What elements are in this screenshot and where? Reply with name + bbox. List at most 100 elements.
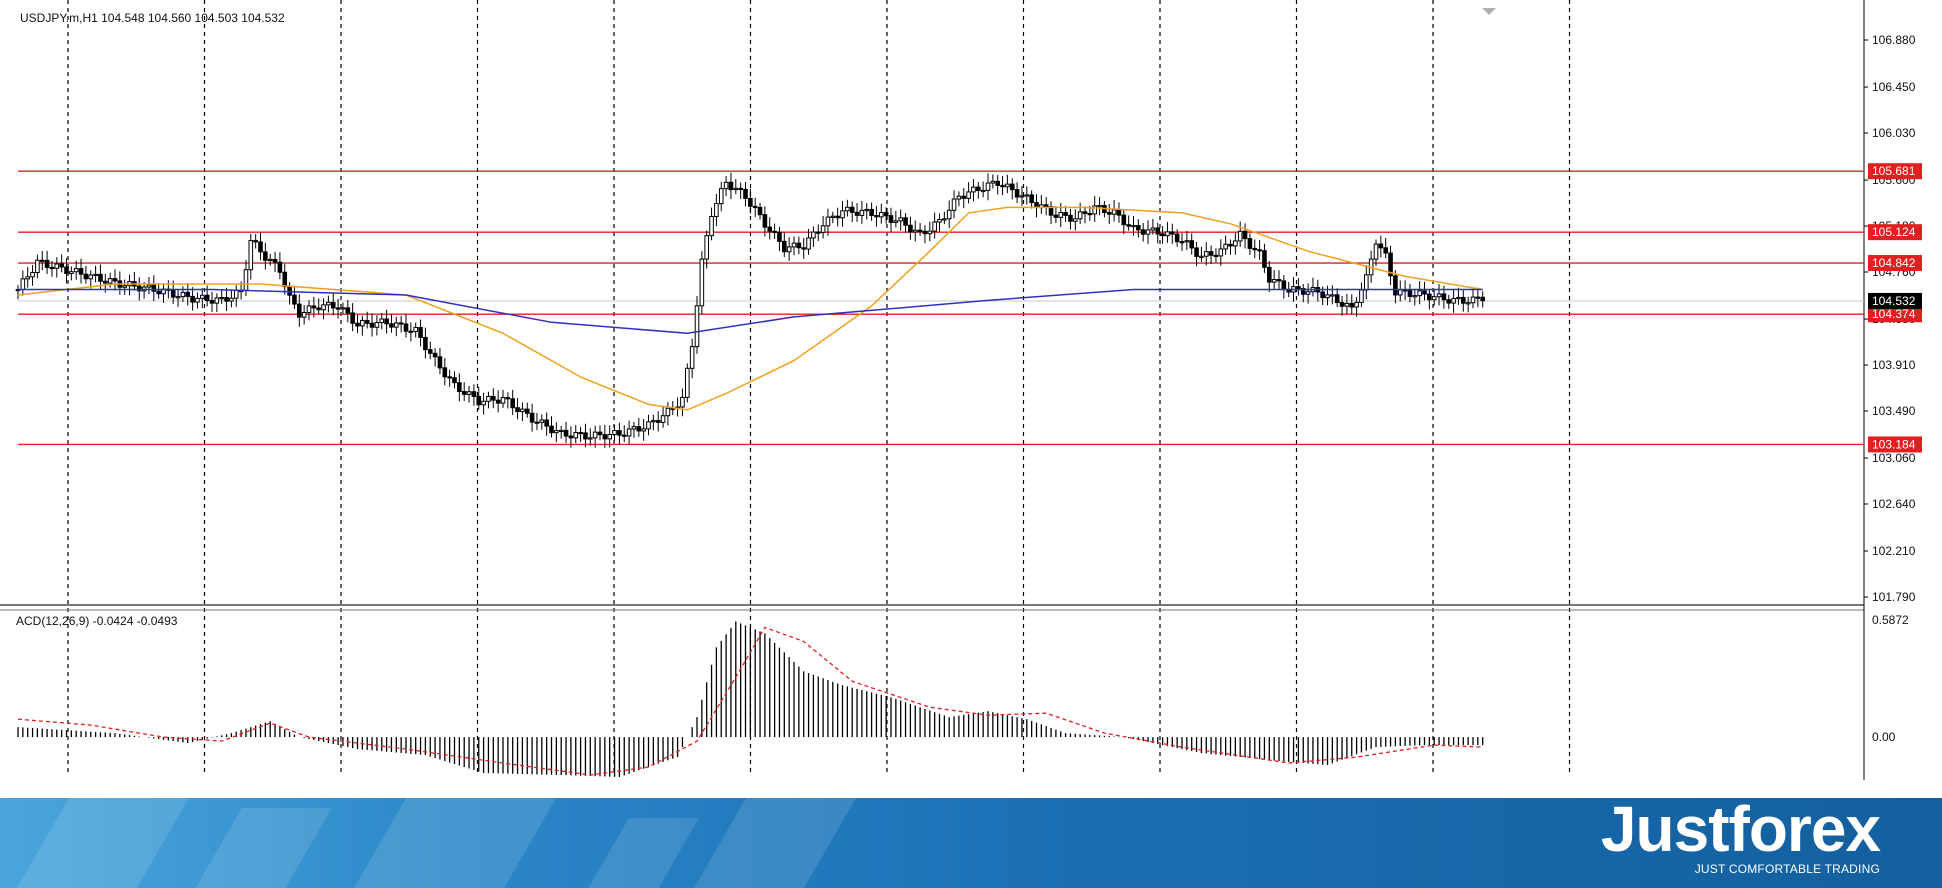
- candle-body: [64, 266, 69, 274]
- candle-body: [529, 412, 535, 423]
- shift-marker-icon[interactable]: [1482, 8, 1496, 15]
- candle-body: [190, 295, 195, 303]
- candle-body: [180, 291, 186, 298]
- candle-body: [505, 397, 511, 400]
- candle-body: [626, 428, 632, 437]
- candle-body: [859, 209, 865, 216]
- candle-body: [1024, 194, 1030, 197]
- candle-body: [704, 235, 710, 260]
- level-tag-label: 105.681: [1872, 164, 1916, 178]
- candle-body: [520, 408, 525, 413]
- candle-body: [1223, 243, 1228, 250]
- candle-body: [864, 208, 870, 212]
- candle-body: [1213, 254, 1219, 258]
- candle-body: [680, 396, 685, 408]
- candle-body: [408, 330, 414, 333]
- candle-body: [360, 319, 365, 327]
- candle-body: [922, 230, 928, 235]
- candle-body: [1339, 302, 1345, 307]
- candle-body: [641, 428, 646, 432]
- candle-body: [1228, 243, 1233, 247]
- candle-body: [1252, 247, 1258, 251]
- candle-body: [825, 216, 831, 227]
- candle-body: [136, 285, 142, 292]
- candle-body: [573, 432, 579, 439]
- candle-body: [1145, 229, 1151, 235]
- candle-body: [1014, 189, 1020, 198]
- level-tag: [1868, 163, 1922, 180]
- candle-body: [1407, 289, 1413, 297]
- candle-body: [1436, 293, 1442, 298]
- candle-body: [1451, 297, 1456, 304]
- candle-body: [806, 237, 811, 250]
- candle-body: [471, 391, 477, 397]
- candle-body: [1218, 248, 1224, 257]
- candle-body: [515, 407, 520, 413]
- candle-body: [1005, 183, 1010, 188]
- candle-body: [811, 231, 816, 239]
- candle-body: [427, 349, 433, 354]
- candle-body: [321, 304, 326, 311]
- vertical-grid: [0, 0, 1865, 780]
- axis-tick-label: 106.880: [1872, 33, 1916, 47]
- macd-pane: [17, 621, 1484, 777]
- candle-body: [25, 276, 30, 280]
- candle-body: [772, 230, 777, 234]
- candle-body: [767, 226, 773, 232]
- candle-body: [655, 420, 661, 423]
- candle-body: [796, 242, 802, 249]
- candle-body: [782, 240, 787, 253]
- candle-body: [777, 231, 782, 242]
- candle-body: [1378, 243, 1384, 249]
- candle-body: [554, 430, 559, 434]
- candle-body: [437, 356, 443, 369]
- candle-body: [297, 303, 302, 318]
- candle-body: [306, 305, 312, 314]
- candle-body: [1150, 227, 1156, 231]
- candle-body: [980, 189, 986, 193]
- candle-body: [534, 421, 540, 424]
- candle-body: [1092, 205, 1098, 215]
- candle-body: [738, 187, 743, 191]
- candle-body: [665, 407, 671, 417]
- candle-body: [364, 319, 370, 324]
- candle-body: [951, 198, 957, 211]
- candle-body: [612, 430, 617, 435]
- candle-body: [689, 346, 695, 369]
- candle-body: [1475, 296, 1481, 299]
- macd-signal-line: [17, 626, 1483, 776]
- candle-body: [588, 437, 593, 440]
- candle-body: [1300, 288, 1306, 295]
- candle-body: [791, 242, 797, 248]
- axis-tick-label: 102.210: [1872, 544, 1916, 558]
- candle-body: [1194, 247, 1199, 257]
- candle-body: [801, 247, 807, 250]
- candle-body: [651, 420, 656, 423]
- candle-body: [835, 215, 840, 219]
- candle-body: [1480, 296, 1486, 302]
- candle-body: [1237, 230, 1243, 242]
- candle-body: [1325, 294, 1330, 299]
- level-tag-label: 104.374: [1872, 307, 1916, 321]
- candle-body: [1189, 240, 1195, 249]
- candle-body: [350, 312, 355, 324]
- candle-body: [1427, 293, 1432, 301]
- candle-body: [170, 289, 176, 298]
- candle-body: [845, 206, 850, 212]
- candle-body: [621, 434, 627, 437]
- candle-body: [976, 186, 981, 191]
- candle-body: [786, 246, 792, 253]
- axis-tick-label: 106.030: [1872, 126, 1916, 140]
- candle-body: [384, 318, 389, 325]
- candle-body: [1170, 231, 1175, 235]
- candle-body: [1242, 230, 1248, 240]
- candle-body: [93, 273, 98, 277]
- candle-body: [743, 188, 748, 199]
- candle-body: [209, 300, 215, 304]
- candle-body: [636, 426, 642, 432]
- candle-body: [44, 259, 50, 268]
- price-tags: 105.681 105.124 104.842 104.374 103.184 104.5…: [1868, 163, 1922, 453]
- level-tag-label: 105.124: [1872, 225, 1916, 239]
- candle-body: [1305, 291, 1311, 295]
- candle-body: [1247, 238, 1253, 249]
